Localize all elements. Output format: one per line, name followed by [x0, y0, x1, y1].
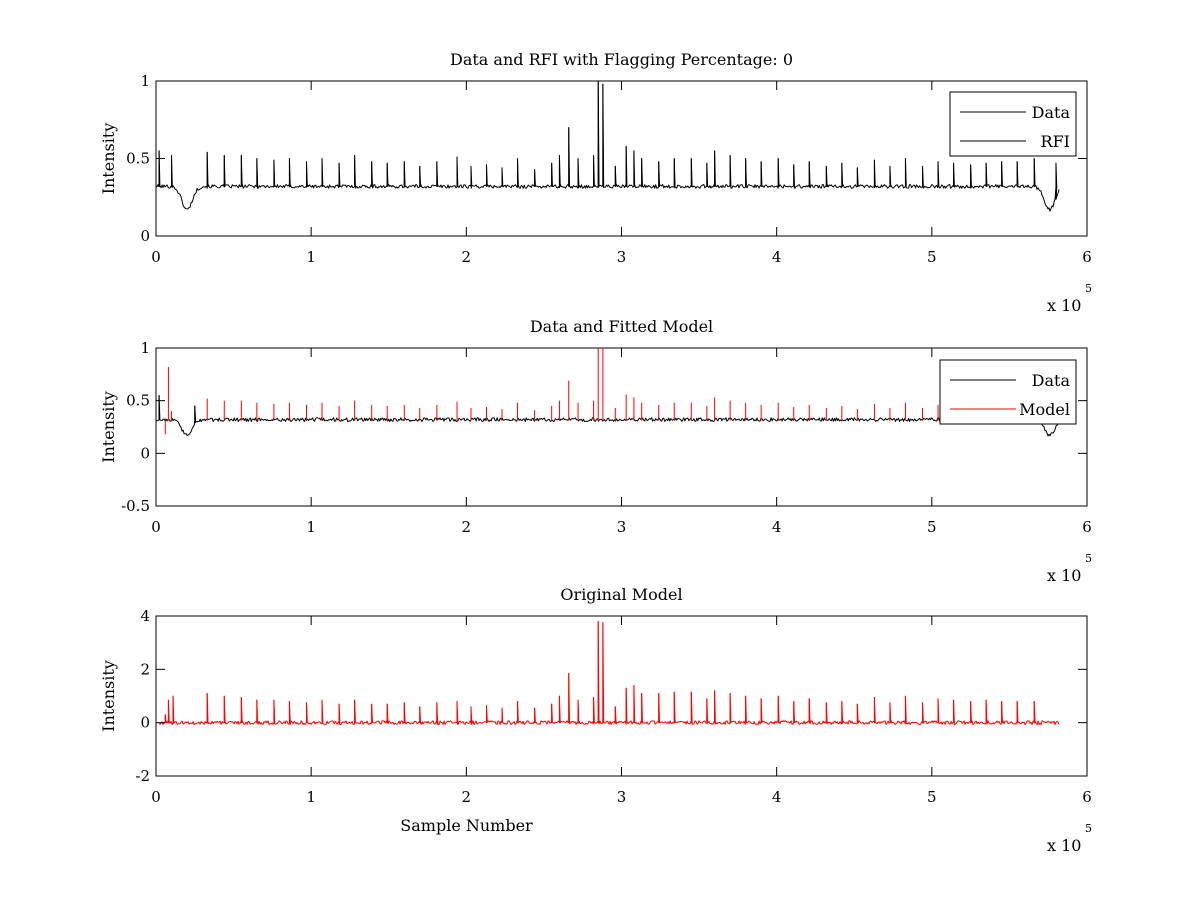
series-group: [156, 81, 1060, 212]
chart-title: Data and RFI with Flagging Percentage: 0: [450, 50, 793, 69]
x-tick-label: 0: [151, 518, 161, 536]
legend: Data Model: [939, 359, 1077, 425]
y-tick-label: 2: [140, 660, 150, 678]
x-tick-label: 2: [462, 518, 472, 536]
series-group: [158, 620, 1060, 726]
x-tick-label: 5: [927, 518, 937, 536]
x-tick-label: 6: [1082, 248, 1092, 266]
x-tick-label: 6: [1082, 788, 1092, 806]
series-line-model: [158, 620, 1060, 726]
y-tick-label: 1: [140, 72, 150, 90]
legend-box: [949, 91, 1077, 157]
x-axis-label: Sample Number: [400, 816, 533, 835]
x-tick-label: 4: [772, 788, 782, 806]
series-group: [156, 348, 1060, 437]
x-tick-label: 2: [462, 788, 472, 806]
x-exponent-label: x 10: [1047, 836, 1081, 855]
legend-entry: Model: [1019, 400, 1070, 419]
legend-entry: Data: [1032, 103, 1071, 122]
x-tick-label: 1: [306, 248, 316, 266]
legend-entry: Data: [1032, 371, 1071, 390]
x-tick-label: 5: [927, 788, 937, 806]
y-tick-label: -2: [135, 767, 150, 785]
legend-entry: RFI: [1041, 132, 1070, 151]
legend-box: [939, 359, 1077, 425]
y-tick-label: 0.5: [126, 392, 150, 410]
x-tick-label: 1: [306, 518, 316, 536]
series-line-data: [156, 394, 1060, 437]
x-tick-label: 1: [306, 788, 316, 806]
x-tick-label: 3: [617, 248, 627, 266]
x-exponent-power: 5: [1085, 822, 1092, 835]
x-exponent-power: 5: [1085, 552, 1092, 565]
x-tick-label: 6: [1082, 518, 1092, 536]
axes-frame: [155, 80, 1088, 237]
y-tick-label: 0: [140, 227, 150, 245]
chart-title: Data and Fitted Model: [530, 317, 713, 336]
x-tick-label: 5: [927, 248, 937, 266]
subplot-1: 0 1 2 3 4 5 6 0 0.5 1 Data and RFI with Flagging P…: [99, 50, 1092, 315]
y-tick-label: 0: [140, 444, 150, 462]
legend: Data RFI: [949, 91, 1077, 157]
x-tick-label: 2: [462, 248, 472, 266]
x-tick-label: 4: [772, 248, 782, 266]
y-tick-label: 1: [140, 339, 150, 357]
y-axis-label: Intensity: [99, 660, 118, 732]
x-tick-label: 0: [151, 248, 161, 266]
panels: 0 1 2 3 4 5 6 0 0.5 1 Data and RFI with Flagging P…: [99, 50, 1092, 855]
y-axis-label: Intensity: [99, 123, 118, 195]
axes-frame: [155, 615, 1088, 777]
x-tick-label: 0: [151, 788, 161, 806]
x-exponent-label: x 10: [1047, 566, 1081, 585]
axes-frame: [155, 347, 1088, 507]
x-exponent-label: x 10: [1047, 296, 1081, 315]
y-tick-label: 0.5: [126, 150, 150, 168]
y-axis-label: Intensity: [99, 391, 118, 463]
x-tick-label: 3: [617, 788, 627, 806]
x-tick-label: 3: [617, 518, 627, 536]
x-exponent-power: 5: [1085, 282, 1092, 295]
y-tick-label: -0.5: [121, 497, 150, 515]
x-tick-label: 4: [772, 518, 782, 536]
chart-title: Original Model: [560, 585, 682, 604]
y-tick-label: 4: [140, 607, 150, 625]
y-tick-label: 0: [140, 714, 150, 732]
